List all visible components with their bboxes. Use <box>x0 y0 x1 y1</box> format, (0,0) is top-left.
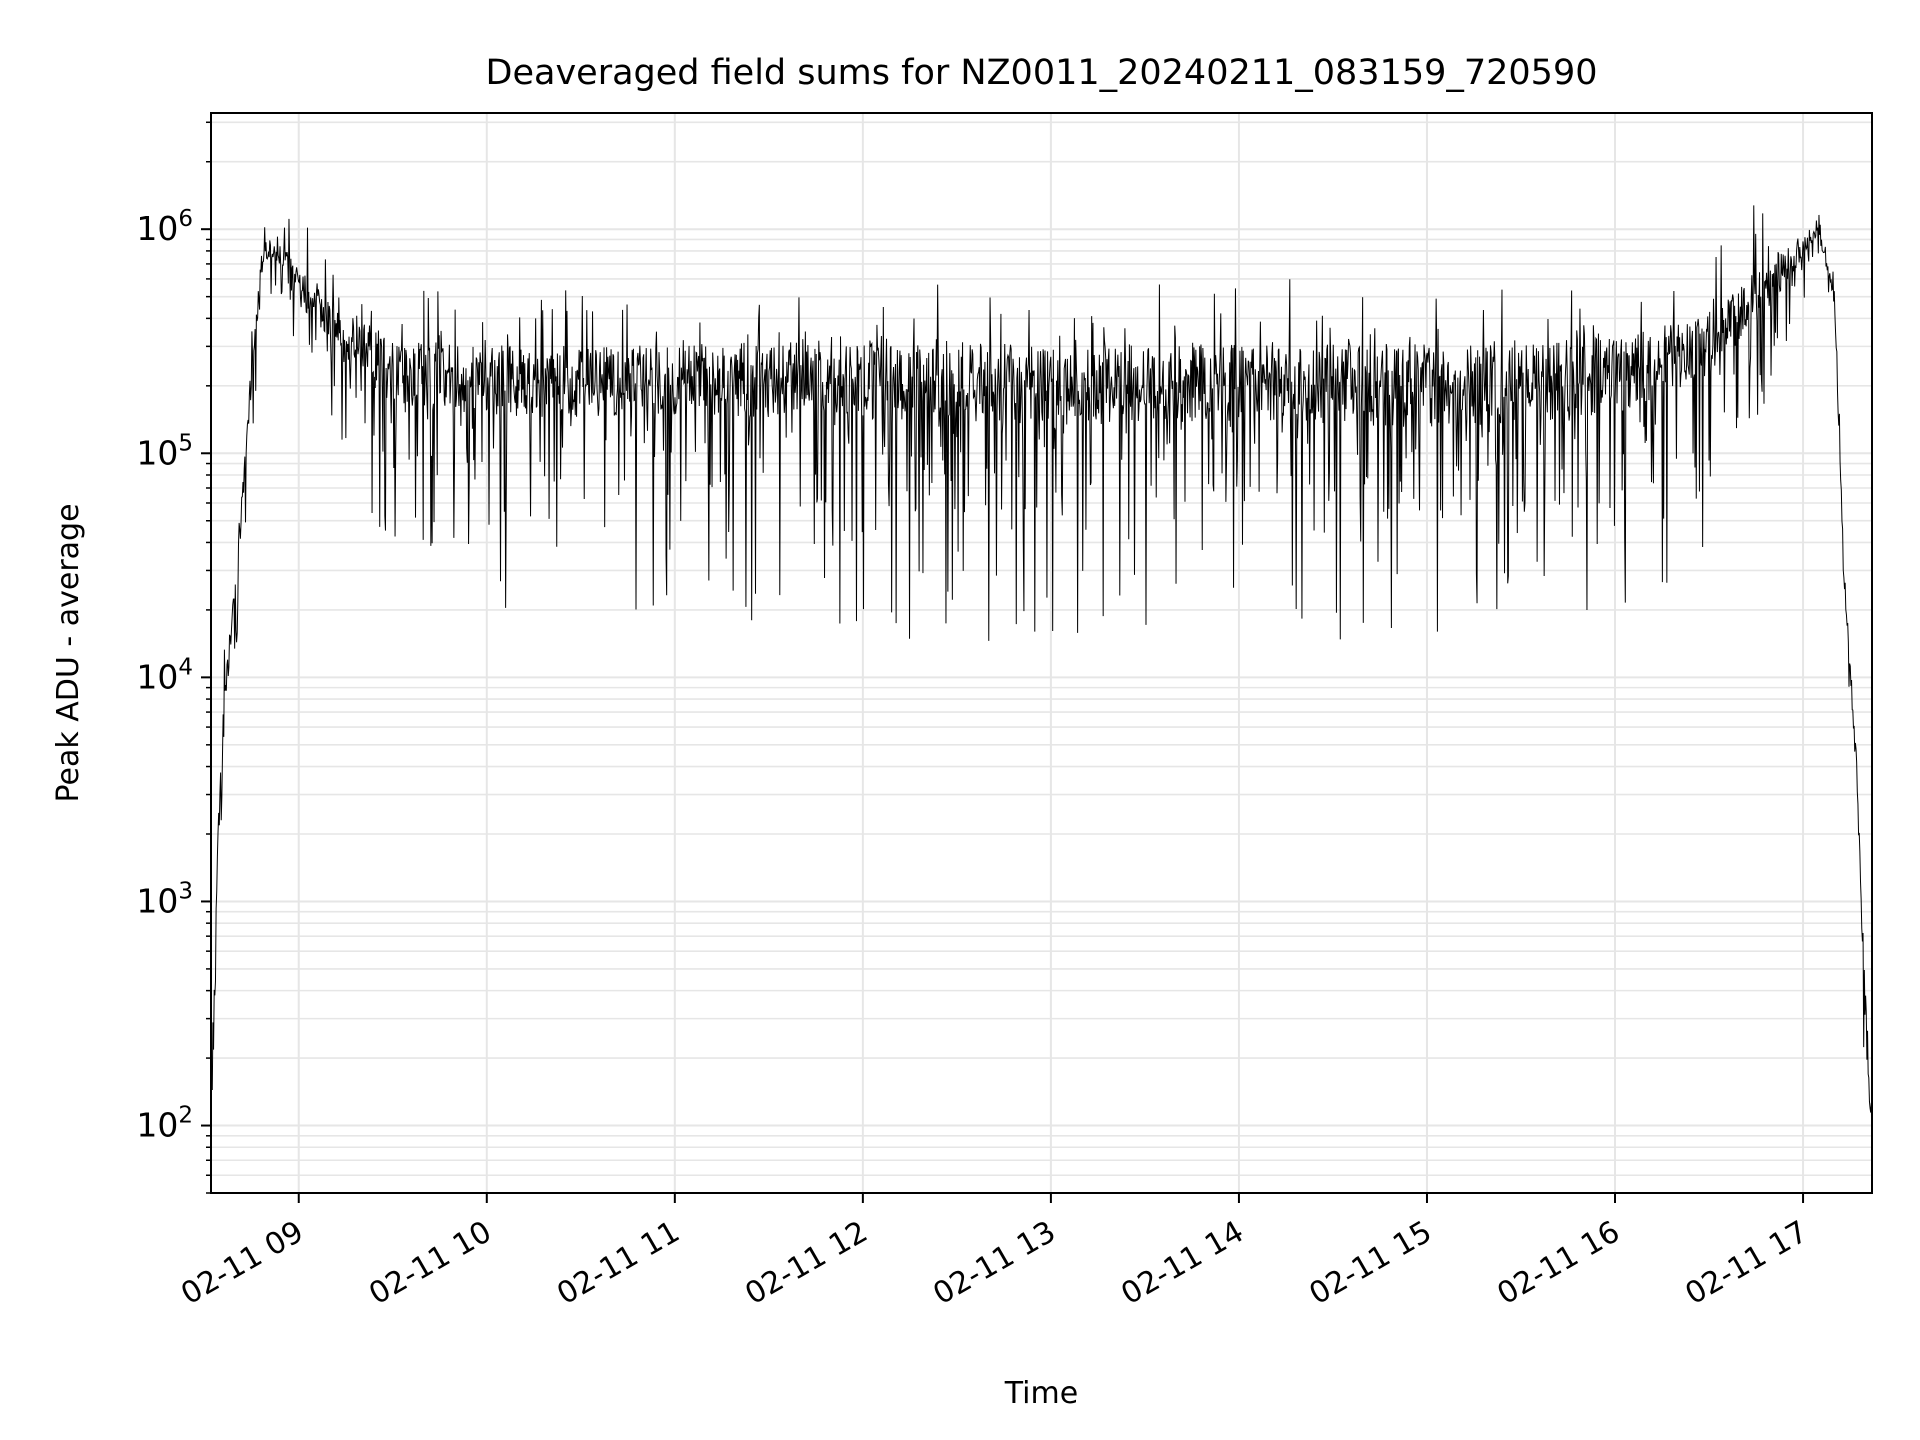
y-tick-label: 106 <box>136 206 193 248</box>
plot-area-frame <box>210 112 1873 1194</box>
series-trace <box>210 205 1873 1177</box>
chart-title: Deaveraged field sums for NZ0011_2024021… <box>486 53 1598 93</box>
x-axis-label: Time <box>1004 1376 1078 1411</box>
y-axis-label: Peak ADU - average <box>51 503 86 802</box>
y-tick-label: 103 <box>136 878 193 920</box>
y-tick-label: 105 <box>136 430 193 472</box>
series-line <box>210 205 1873 1177</box>
y-tick-label: 104 <box>136 654 193 696</box>
y-tick-label: 102 <box>136 1103 193 1145</box>
